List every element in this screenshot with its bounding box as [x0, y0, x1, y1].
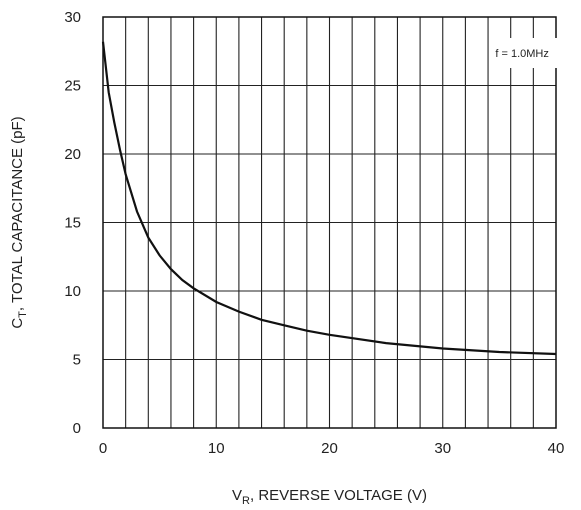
y-tick-label: 5: [73, 352, 81, 369]
x-tick-label: 40: [548, 440, 565, 457]
x-tick-label: 0: [99, 440, 107, 457]
y-tick-label: 15: [64, 215, 81, 232]
x-tick-labels: 0 10 20 30 40: [99, 440, 565, 457]
y-axis-label-main: C: [9, 318, 26, 329]
x-tick-label: 30: [434, 440, 451, 457]
plot-frame: [102, 16, 557, 429]
y-axis-label-subscript: T: [17, 311, 29, 318]
y-tick-label: 30: [64, 9, 81, 26]
y-tick-label: 10: [64, 283, 81, 300]
y-tick-label: 0: [73, 420, 81, 437]
y-axis-label: CT, TOTAL CAPACITANCE (pF): [9, 116, 29, 328]
x-axis-label: VR, REVERSE VOLTAGE (V): [232, 487, 427, 507]
grid: [103, 17, 556, 428]
x-axis-label-rest: , REVERSE VOLTAGE (V): [250, 487, 427, 504]
capacitance-curve: [101, 41, 557, 356]
y-tick-labels: 0 5 10 15 20 25 30: [64, 9, 81, 437]
annotation-box: f = 1.0MHz: [490, 38, 577, 68]
y-tick-label: 25: [64, 78, 81, 95]
x-tick-label: 10: [208, 440, 225, 457]
x-tick-label: 20: [321, 440, 338, 457]
x-axis-label-subscript: R: [242, 495, 250, 507]
x-axis-label-main: V: [232, 487, 242, 504]
y-tick-label: 20: [64, 146, 81, 163]
frequency-annotation: f = 1.0MHz: [495, 48, 549, 60]
y-axis-label-rest: , TOTAL CAPACITANCE (pF): [9, 116, 26, 311]
